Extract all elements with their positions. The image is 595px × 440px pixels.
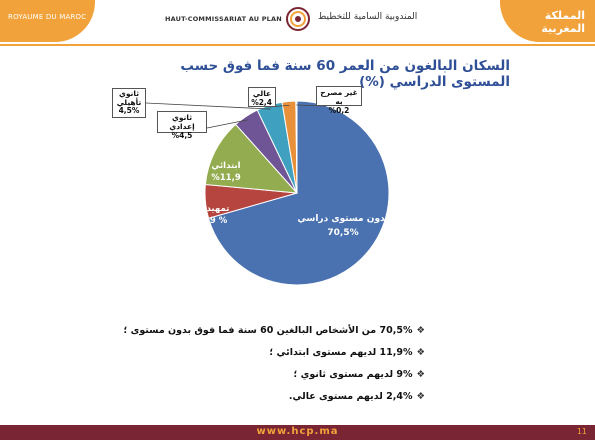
label-primary-value: %11,9: [211, 173, 241, 183]
callout-lower-secondary: ثانوي إعدادي %4,5: [157, 111, 207, 140]
callout-higher: عالي %2,4: [248, 87, 276, 107]
footer-band: www.hcp.ma 11: [0, 425, 595, 440]
callout-upper-secondary-value: 4,5%: [118, 106, 140, 115]
label-preschool: تمهيدي % 5,9: [198, 203, 230, 227]
bullet-text: 9% لديهم مستوى ثانوي ؛: [293, 369, 413, 380]
label-none-value: 70,5%: [327, 228, 359, 238]
label-primary-name: ابتدائي: [211, 161, 241, 171]
callout-higher-name: عالي: [252, 89, 272, 98]
callout-upper-secondary: ثانوي تأهيلي 4,5%: [112, 88, 146, 118]
bullet-text: 70,5% من الأشخاص البالغين 60 سنة فما فوق…: [123, 325, 413, 336]
diamond-bullet-icon: ❖: [416, 347, 425, 358]
diamond-bullet-icon: ❖: [416, 369, 425, 380]
header-rule: [0, 44, 595, 46]
summary-bullets: ❖70,5% من الأشخاص البالغين 60 سنة فما فو…: [85, 325, 426, 413]
bullet-text: 2,4% لديهم مستوى عالي.: [288, 391, 413, 402]
hcp-logo-icon: [286, 7, 310, 31]
country-name-ar: المملكة المغربية: [541, 9, 585, 35]
bullet-item: ❖9% لديهم مستوى ثانوي ؛: [85, 369, 426, 380]
label-preschool-value: % 5,9: [200, 216, 228, 226]
page-number: 11: [576, 427, 587, 436]
label-none-name: بدون مستوى دراسي: [297, 214, 389, 224]
slice-primary: [204, 123, 299, 194]
slice-none: [207, 100, 390, 286]
slice-undeclared: [295, 100, 298, 194]
diamond-bullet-icon: ❖: [416, 325, 425, 336]
chart-title: السكان البالغون من العمر 60 سنة فما فوق …: [180, 58, 510, 90]
org-name-fr: HAUT-COMMISSARIAT AU PLAN: [165, 15, 282, 23]
callout-undeclared: غير مصرح به %0,2: [316, 86, 362, 115]
header-corner-left: ROYAUME DU MAROC: [0, 0, 95, 42]
label-primary: ابتدائي %11,9: [206, 160, 246, 184]
diamond-bullet-icon: ❖: [416, 391, 425, 402]
callout-undeclared-name: غير مصرح به: [320, 88, 358, 106]
callout-higher-value: %2,4: [251, 98, 272, 107]
callout-upper-secondary-name: ثانوي تأهيلي: [116, 89, 142, 107]
label-none: بدون مستوى دراسي 70,5%: [288, 212, 398, 240]
country-name-fr: ROYAUME DU MAROC: [8, 13, 87, 21]
footer-url: www.hcp.ma: [256, 426, 339, 437]
bullet-item: ❖11,9% لديهم مستوى ابتدائي ؛: [85, 347, 425, 358]
bullet-item: ❖2,4% لديهم مستوى عالي.: [85, 391, 425, 402]
callout-lower-secondary-name: ثانوي إعدادي: [169, 113, 195, 131]
bullet-item: ❖70,5% من الأشخاص البالغين 60 سنة فما فو…: [85, 325, 426, 336]
callout-undeclared-value: %0,2: [328, 106, 350, 115]
label-preschool-name: تمهيدي: [198, 204, 230, 214]
org-name-ar: المندوبية السامية للتخطيط: [318, 12, 418, 22]
callout-lower-secondary-value: %4,5: [171, 131, 193, 140]
leader-line: [145, 102, 271, 110]
bullet-text: 11,9% لديهم مستوى ابتدائي ؛: [269, 347, 413, 358]
header-band: ROYAUME DU MAROC المملكة المغربية HAUT-C…: [0, 0, 595, 46]
